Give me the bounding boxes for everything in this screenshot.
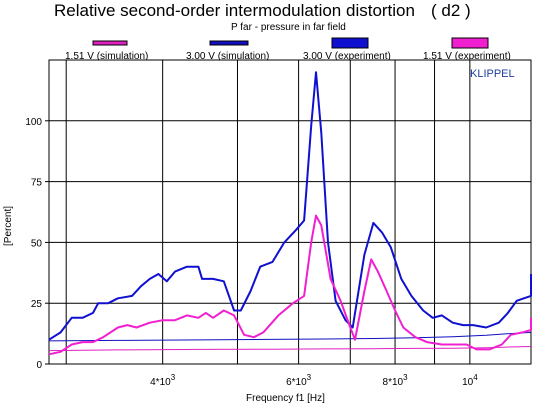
chart-title-tag: ( d2 ) <box>431 1 471 20</box>
series-line-4 <box>48 214 532 356</box>
legend: 1.51 V (simulation) 3.00 V (simulation) 3.… <box>65 37 511 62</box>
legend-label: 3.00 V (simulation) <box>186 51 269 62</box>
chart-subtitle: P far - pressure in far field <box>231 22 346 33</box>
y-tick-label: 50 <box>31 238 43 249</box>
series-line-2 <box>48 331 532 342</box>
x-axis-ticks: 4*103 6*103 8*103 104 <box>150 373 478 388</box>
legend-label: 1.51 V (experiment) <box>423 51 511 62</box>
legend-label: 3.00 V (experiment) <box>303 51 391 62</box>
x-tick-label: 8*103 <box>383 373 409 388</box>
y-tick-label: 25 <box>31 299 43 310</box>
y-tick-label: 75 <box>31 178 43 189</box>
y-axis-ticks: 0 25 50 75 100 <box>25 117 49 371</box>
y-tick-label: 100 <box>25 117 42 128</box>
legend-swatch <box>209 40 249 46</box>
x-tick-label: 6*103 <box>286 373 312 388</box>
klippel-logo-text: KLIPPEL <box>470 68 515 80</box>
series-layer <box>48 71 532 356</box>
series-line-1 <box>48 346 532 352</box>
legend-label: 1.51 V (simulation) <box>65 51 148 62</box>
legend-swatch <box>451 37 489 49</box>
x-axis-label: Frequency f1 [Hz] <box>246 393 325 404</box>
grid <box>49 60 531 364</box>
chart-title: Relative second-order intermodulation di… <box>54 1 415 20</box>
legend-swatch <box>92 40 128 46</box>
plot-frame <box>48 59 532 365</box>
y-tick-label: 0 <box>36 360 42 371</box>
y-axis-label: [Percent] <box>3 206 14 246</box>
series-line-3 <box>48 71 532 341</box>
x-tick-label: 104 <box>462 373 478 388</box>
legend-swatch <box>331 37 369 49</box>
x-tick-label: 4*103 <box>150 373 176 388</box>
